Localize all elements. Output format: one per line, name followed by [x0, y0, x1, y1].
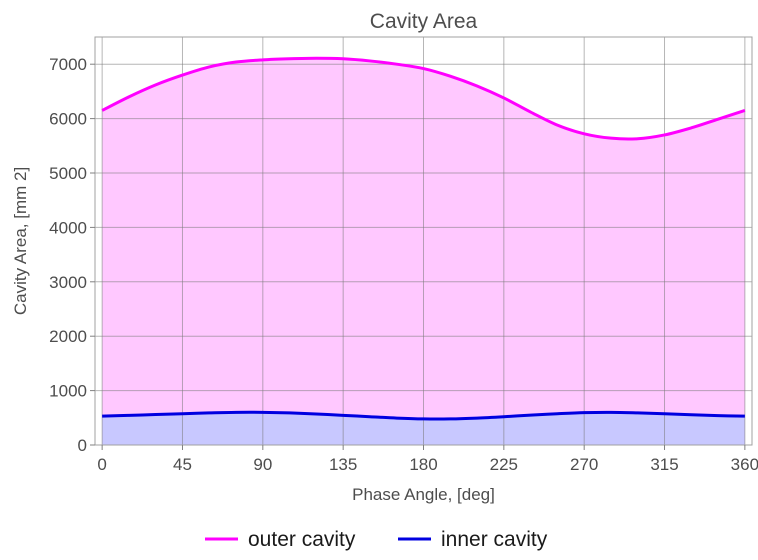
outer-cavity-line — [101, 56, 746, 141]
x-tick-label: 180 — [409, 455, 437, 474]
x-tick-label: 360 — [731, 455, 758, 474]
series-lines — [101, 56, 746, 421]
x-tick-label: 90 — [253, 455, 272, 474]
y-axis-label: Cavity Area, [mm 2] — [11, 167, 30, 315]
x-tick-label: 0 — [97, 455, 106, 474]
y-tick-label: 6000 — [49, 110, 87, 129]
x-tick-label: 225 — [490, 455, 518, 474]
x-axis-label: Phase Angle, [deg] — [352, 485, 495, 504]
x-tick-label: 45 — [173, 455, 192, 474]
y-tick-label: 1000 — [49, 382, 87, 401]
legend-label: outer cavity — [248, 528, 356, 551]
legend: outer cavity inner cavity — [205, 528, 548, 551]
inner-cavity-line — [102, 410, 745, 421]
y-tick-label: 4000 — [49, 218, 87, 237]
y-tick-label: 5000 — [49, 164, 87, 183]
chart-title: Cavity Area — [370, 10, 478, 33]
y-tick-label: 3000 — [49, 273, 87, 292]
axis-ticks: 0 45 90 135 180 225 270 315 360 0 1000 2000 3000 4000… — [49, 55, 758, 474]
x-tick-label: 135 — [329, 455, 357, 474]
x-tick-label: 270 — [570, 455, 598, 474]
x-tick-label: 315 — [650, 455, 678, 474]
y-tick-label: 7000 — [49, 55, 87, 74]
legend-label: inner cavity — [441, 528, 548, 551]
y-tick-label: 0 — [78, 436, 87, 455]
y-tick-label: 2000 — [49, 327, 87, 346]
